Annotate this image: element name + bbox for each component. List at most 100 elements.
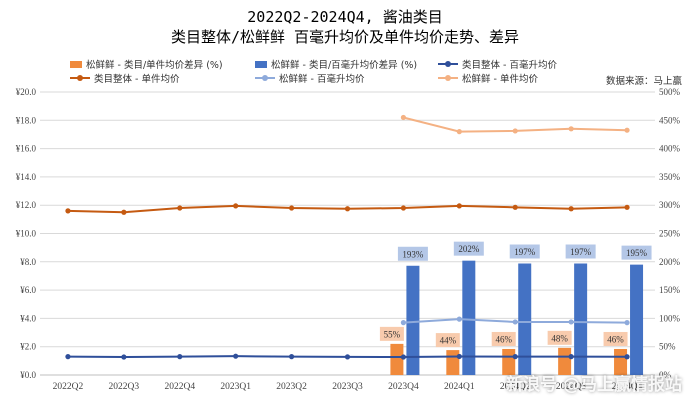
bar-sku-price-diff xyxy=(390,343,404,375)
series-point xyxy=(512,204,518,210)
legend-item-bar2: 松鲜鲜 - 类目/百毫升均价差异 (%) xyxy=(255,57,417,71)
series-point xyxy=(400,205,407,211)
x-tick-label: 2023Q1 xyxy=(220,382,251,392)
data-label-box xyxy=(397,246,428,261)
data-label-bar2: 195% xyxy=(626,248,648,258)
bar-100ml-price-diff xyxy=(518,263,532,375)
data-label-bar2: 193% xyxy=(402,249,424,259)
data-label-box xyxy=(621,245,652,260)
legend-swatch xyxy=(70,75,90,81)
x-tick-label: 2022Q3 xyxy=(109,382,140,392)
legend-swatch xyxy=(70,60,82,68)
series-point xyxy=(624,320,630,326)
y-left-tick-label: ¥16.0 xyxy=(16,144,37,154)
series-point xyxy=(624,204,630,210)
bar-sku-price-diff xyxy=(446,350,460,375)
bar-sku-price-diff xyxy=(502,348,516,375)
legend-item-line1: 类目整体 - 百毫升均价 xyxy=(438,57,557,71)
y-left-tick-label: ¥0.0 xyxy=(20,370,36,380)
bar-100ml-price-diff xyxy=(406,265,420,375)
series-point xyxy=(624,127,630,133)
x-tick-label: 2023Q4 xyxy=(388,382,419,392)
series-point xyxy=(568,126,574,132)
series-point xyxy=(288,354,295,360)
series-point xyxy=(177,205,183,211)
data-label-box xyxy=(491,331,516,346)
legend-item-line4: 松鲜鲜 - 单件均价 xyxy=(438,71,538,85)
series-point xyxy=(344,354,351,360)
y-right-tick-label: 450% xyxy=(659,115,681,125)
legend-swatch xyxy=(438,75,458,81)
x-tick-label: 2022Q2 xyxy=(53,382,84,392)
x-tick-label: 2023Q3 xyxy=(332,382,363,392)
series-point xyxy=(512,319,518,325)
y-left-tick-label: ¥6.0 xyxy=(20,285,36,295)
series-point xyxy=(400,114,407,121)
y-left-tick-label: ¥20.0 xyxy=(16,87,37,97)
legend-item-line2: 类目整体 - 单件均价 xyxy=(70,71,179,85)
series-point xyxy=(121,354,127,360)
data-label-box xyxy=(509,244,540,259)
x-tick-label: 2024Q3 xyxy=(556,382,587,392)
legend-swatch xyxy=(438,61,458,67)
y-right-tick-label: 500% xyxy=(659,87,681,97)
data-label-bar1: 48% xyxy=(551,333,568,343)
data-label-bar2: 197% xyxy=(570,247,592,257)
series-point xyxy=(568,206,574,212)
y-right-tick-label: 100% xyxy=(659,313,681,323)
x-tick-label: 2024Q4 xyxy=(612,382,643,392)
data-label-box xyxy=(453,241,484,256)
series-point xyxy=(177,354,183,360)
series-point xyxy=(121,209,127,215)
data-label-box xyxy=(565,244,596,259)
x-tick-label: 2024Q1 xyxy=(444,382,475,392)
bar-sku-price-diff xyxy=(614,348,628,375)
watermark: 新浪号 @马上赢情报站 xyxy=(506,375,682,395)
series-point xyxy=(65,354,71,360)
y-left-tick-label: ¥8.0 xyxy=(20,257,36,267)
bar-100ml-price-diff xyxy=(574,263,588,375)
bar-100ml-price-diff xyxy=(462,260,476,375)
legend-label: 松鲜鲜 - 百毫升均价 xyxy=(279,74,365,85)
data-label-box xyxy=(547,330,572,345)
series-point xyxy=(456,353,462,360)
data-label-bar1: 55% xyxy=(384,329,401,339)
series-point xyxy=(568,354,574,360)
legend-item-bar1: 松鲜鲜 - 类目/单件均价差异 (%) xyxy=(70,57,223,71)
y-right-tick-label: 400% xyxy=(659,144,681,154)
data-label-box xyxy=(603,331,628,346)
legend-label: 松鲜鲜 - 类目/百毫升均价差异 (%) xyxy=(271,60,418,71)
legend-label: 类目整体 - 单件均价 xyxy=(94,74,180,85)
legend-swatch xyxy=(255,75,275,81)
series-point xyxy=(456,129,462,135)
legend-label: 类目整体 - 百毫升均价 xyxy=(462,60,557,71)
data-label-box xyxy=(379,326,404,341)
legend-label: 松鲜鲜 - 单件均价 xyxy=(462,74,538,85)
data-label-bar1: 46% xyxy=(495,334,512,344)
x-tick-label: 2022Q4 xyxy=(164,382,195,392)
data-label-bar2: 197% xyxy=(514,247,536,257)
series-point xyxy=(288,205,295,211)
x-tick-label: 2023Q2 xyxy=(276,382,307,392)
series-point xyxy=(400,320,407,326)
x-tick-label: 2024Q2 xyxy=(500,382,531,392)
series-point xyxy=(512,354,518,360)
y-right-tick-label: 200% xyxy=(659,257,681,267)
bar-100ml-price-diff xyxy=(630,264,644,375)
y-left-tick-label: ¥10.0 xyxy=(16,229,37,239)
series-point xyxy=(233,203,239,209)
y-right-tick-label: 150% xyxy=(659,285,681,295)
y-right-tick-label: 50% xyxy=(659,342,676,352)
legend-item-line3: 松鲜鲜 - 百毫升均价 xyxy=(255,71,364,85)
y-left-tick-label: ¥2.0 xyxy=(20,342,36,352)
y-left-tick-label: ¥14.0 xyxy=(16,172,37,182)
legend-label: 松鲜鲜 - 类目/单件均价差异 (%) xyxy=(86,60,223,71)
y-right-tick-label: 250% xyxy=(659,229,681,239)
data-label-bar2: 202% xyxy=(458,244,480,254)
data-label-bar1: 44% xyxy=(440,336,457,346)
y-left-tick-label: ¥12.0 xyxy=(16,200,37,210)
bar-sku-price-diff xyxy=(558,347,572,375)
series-point xyxy=(456,316,462,322)
legend-swatch xyxy=(255,60,267,68)
y-left-tick-label: ¥18.0 xyxy=(16,115,37,125)
